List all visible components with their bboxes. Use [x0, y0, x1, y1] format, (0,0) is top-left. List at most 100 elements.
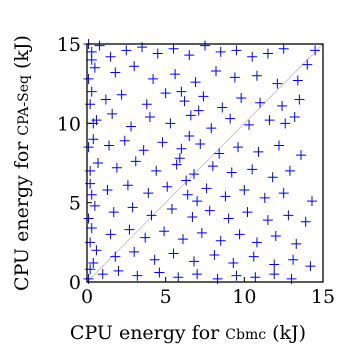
data-point: [215, 46, 226, 57]
data-point: [273, 140, 284, 151]
data-point: [122, 180, 133, 191]
y-axis-title: CPU energy for CPA-Seq (kJ): [11, 35, 33, 291]
data-point: [126, 121, 137, 132]
data-point: [93, 158, 104, 168]
data-point: [83, 213, 94, 224]
data-point: [220, 191, 231, 202]
data-point: [119, 135, 130, 146]
y-axis-ticks: 0 5 10 15: [57, 34, 92, 294]
data-point: [198, 91, 209, 102]
data-point: [283, 210, 294, 221]
data-point: [181, 175, 192, 186]
y-tick-label: 5: [69, 193, 81, 215]
data-point: [138, 145, 149, 156]
data-point: [171, 159, 182, 170]
data-point: [129, 246, 140, 257]
data-point: [204, 205, 215, 216]
data-point: [226, 167, 237, 178]
data-point: [105, 51, 116, 62]
data-point: [176, 86, 187, 97]
data-point: [302, 59, 313, 70]
data-point: [179, 96, 190, 107]
data-point: [166, 204, 177, 215]
data-point: [242, 207, 253, 218]
data-point: [291, 238, 302, 249]
y-tick-label: 15: [57, 34, 81, 56]
data-point: [89, 62, 100, 73]
data-point: [102, 184, 113, 195]
data-point: [234, 229, 245, 240]
data-points: [83, 39, 321, 284]
data-point: [143, 188, 154, 199]
data-point: [267, 172, 278, 183]
data-point: [270, 230, 281, 241]
data-point: [174, 153, 185, 164]
data-point: [277, 100, 288, 111]
data-point: [236, 92, 247, 103]
data-point: [176, 143, 187, 154]
data-point: [278, 188, 289, 199]
data-point: [188, 169, 199, 180]
data-point: [310, 45, 321, 56]
data-point: [154, 267, 165, 278]
data-point: [264, 115, 275, 126]
data-point: [251, 237, 262, 248]
data-point: [251, 70, 262, 81]
x-tick-label: 15: [311, 286, 335, 308]
data-point: [129, 61, 140, 72]
data-point: [192, 196, 203, 207]
data-point: [121, 45, 132, 56]
data-point: [89, 200, 100, 211]
data-point: [231, 45, 242, 56]
plot-area: [83, 39, 324, 284]
y-tick-label: 0: [69, 272, 81, 294]
data-point: [146, 210, 157, 221]
data-point: [255, 97, 266, 108]
data-point: [284, 165, 295, 176]
data-point: [247, 164, 258, 175]
data-point: [152, 48, 163, 59]
data-point: [262, 48, 273, 59]
x-axis-title-suffix: (kJ): [266, 322, 306, 344]
x-tick-label: 5: [160, 286, 172, 308]
data-point: [182, 189, 193, 200]
data-point: [247, 51, 258, 62]
data-point: [177, 234, 188, 245]
data-point: [149, 254, 160, 265]
y-tick-label: 10: [57, 113, 81, 135]
data-point: [173, 272, 184, 283]
data-point: [111, 162, 122, 173]
data-point: [187, 211, 198, 222]
data-point: [250, 272, 261, 283]
diagonal-reference-line: [86, 43, 324, 283]
data-point: [168, 248, 179, 259]
data-point: [91, 245, 102, 256]
data-point: [83, 73, 94, 84]
data-point: [132, 270, 143, 281]
data-point: [259, 192, 270, 203]
plot-frame: [86, 43, 324, 283]
data-point: [165, 118, 176, 129]
data-point: [193, 105, 204, 116]
data-point: [86, 86, 97, 97]
data-point: [201, 183, 212, 194]
y-axis-title-name: CPA-Seq: [16, 75, 32, 136]
data-point: [100, 94, 111, 105]
data-point: [105, 229, 116, 240]
data-point: [108, 207, 119, 218]
data-point: [223, 213, 234, 224]
data-point: [207, 161, 218, 172]
y-axis-title-prefix: CPU energy for: [11, 136, 33, 291]
data-point: [190, 77, 201, 88]
x-axis-ticks: 0 5 10 15: [81, 277, 335, 308]
data-point: [231, 270, 242, 281]
data-point: [113, 265, 124, 276]
data-point: [278, 43, 289, 54]
data-point: [195, 138, 206, 149]
data-point: [160, 88, 171, 99]
data-point: [88, 134, 99, 145]
y-axis-title-suffix: (kJ): [11, 35, 33, 75]
data-point: [206, 123, 217, 134]
data-point: [188, 256, 199, 267]
data-point: [127, 202, 138, 213]
